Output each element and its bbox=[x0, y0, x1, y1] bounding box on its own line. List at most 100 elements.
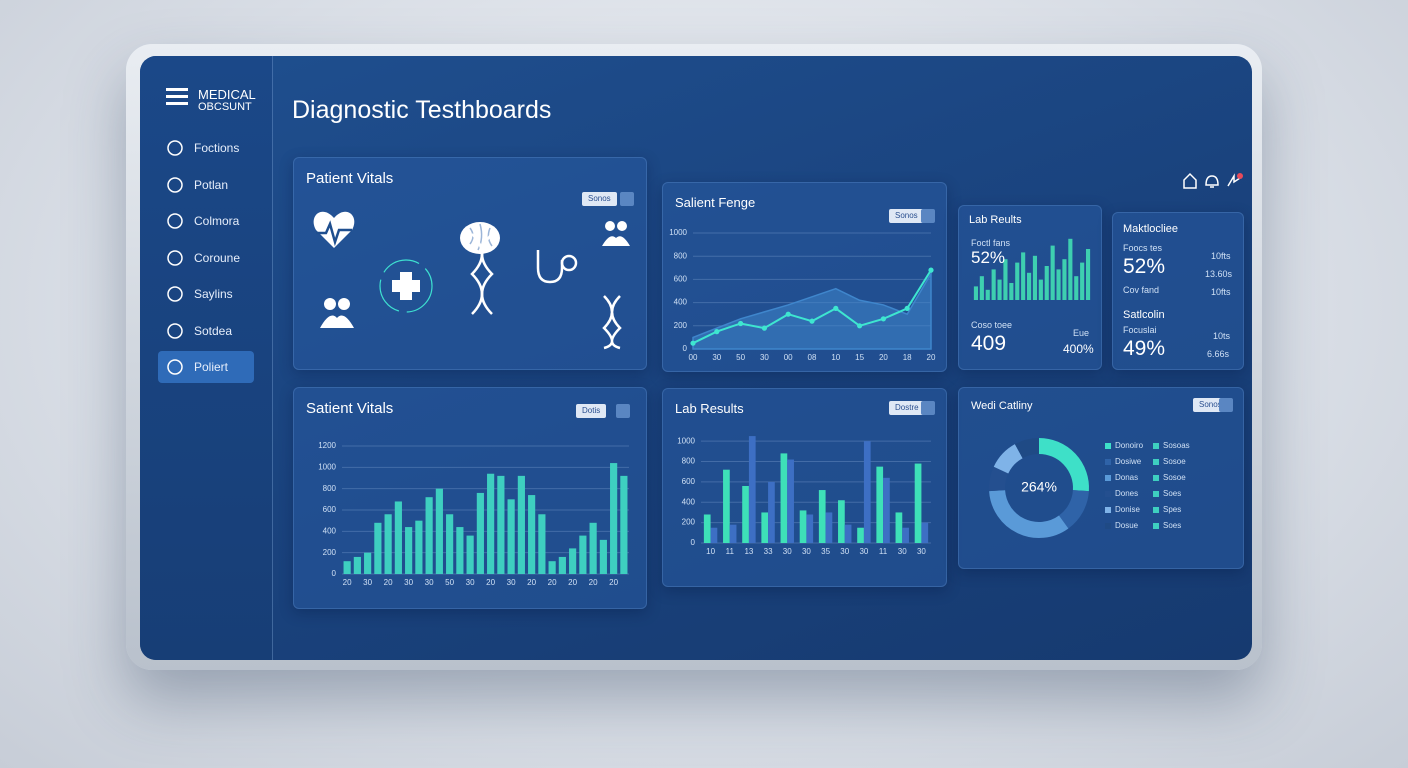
bar bbox=[548, 561, 556, 574]
bar bbox=[589, 522, 597, 574]
stat-value: 409 bbox=[971, 332, 1007, 355]
panel-button[interactable]: Sonos bbox=[582, 192, 617, 206]
bar-panel: Satient Vitals Dotis 0 200 400 600 800 1000 12… bbox=[293, 387, 647, 609]
nav-label: Sotdea bbox=[194, 323, 233, 338]
alert-icon[interactable] bbox=[1227, 173, 1241, 187]
bar bbox=[825, 512, 833, 543]
panel-button[interactable]: Dotis bbox=[576, 404, 607, 418]
menu-icon[interactable] bbox=[166, 86, 190, 108]
point bbox=[833, 305, 839, 311]
nav-item[interactable]: Potlan bbox=[158, 169, 254, 201]
cross-ring bbox=[379, 259, 433, 313]
bar bbox=[742, 485, 749, 543]
stethoscope-icon bbox=[536, 250, 564, 284]
x-tick-label: 30 bbox=[802, 547, 811, 556]
add-button[interactable] bbox=[921, 209, 935, 223]
point bbox=[857, 323, 863, 329]
legend-label: Sosoe bbox=[1163, 457, 1186, 466]
bar bbox=[863, 441, 871, 543]
legend-label: Sosoe bbox=[1163, 473, 1186, 482]
panel-title: Satient Vitals bbox=[306, 400, 394, 417]
x-tick-label: 20 bbox=[527, 578, 536, 587]
vitals-icons bbox=[313, 211, 630, 350]
x-tick-label: 20 bbox=[609, 578, 618, 587]
bar bbox=[476, 492, 484, 574]
bar bbox=[997, 279, 1002, 300]
x-tick-label: 20 bbox=[384, 578, 393, 587]
x-tick-label: 20 bbox=[568, 578, 577, 587]
screen: MEDICAL OBCSUNT Foctions Potlan Colmora Cor… bbox=[140, 56, 1252, 660]
bar bbox=[415, 520, 423, 574]
donut-segment bbox=[989, 489, 1069, 538]
panel-title: Patient Vitals bbox=[306, 170, 394, 187]
bar bbox=[902, 527, 909, 543]
bar bbox=[1038, 279, 1043, 300]
row-value: 52% bbox=[1123, 255, 1166, 278]
x-tick-label: 30 bbox=[363, 578, 372, 587]
x-tick-label: 20 bbox=[343, 578, 352, 587]
panel-button[interactable]: Dostre bbox=[889, 401, 925, 415]
y-tick-label: 0 bbox=[332, 569, 337, 578]
stat-label: Coso toee bbox=[971, 320, 1013, 330]
donut-segment bbox=[1038, 438, 1089, 492]
bar bbox=[446, 514, 454, 574]
page-title: Diagnostic Testhboards bbox=[292, 96, 552, 124]
bar bbox=[1080, 262, 1085, 300]
nav-item[interactable]: Saylins bbox=[158, 278, 254, 310]
y-tick-label: 1000 bbox=[677, 436, 695, 445]
nav-label: Colmora bbox=[194, 214, 240, 228]
nav-icon bbox=[167, 140, 183, 156]
x-tick-label: 20 bbox=[486, 578, 495, 587]
home-icon[interactable] bbox=[1183, 172, 1197, 189]
add-button[interactable] bbox=[1219, 398, 1233, 412]
row-label: Cov fand bbox=[1123, 285, 1160, 295]
x-tick-label: 11 bbox=[879, 547, 888, 556]
bar bbox=[787, 459, 794, 543]
bar bbox=[914, 463, 922, 543]
add-button[interactable] bbox=[620, 192, 634, 206]
nav-item[interactable]: Coroune bbox=[158, 242, 254, 274]
x-tick-label: 30 bbox=[404, 578, 413, 587]
bar bbox=[487, 473, 495, 574]
bar bbox=[353, 556, 361, 574]
y-tick-label: 400 bbox=[323, 526, 337, 535]
legend-swatch bbox=[1105, 459, 1111, 465]
bar bbox=[985, 289, 990, 300]
nav-item[interactable]: Foctions bbox=[158, 132, 254, 164]
bar bbox=[806, 514, 814, 543]
bar bbox=[844, 524, 852, 543]
bar bbox=[710, 527, 718, 543]
y-tick-label: 600 bbox=[323, 505, 337, 514]
bell-icon[interactable] bbox=[1205, 175, 1219, 188]
bar bbox=[507, 499, 515, 574]
row-side: 10ts bbox=[1213, 331, 1231, 341]
stethoscope-head bbox=[560, 254, 578, 272]
y-tick-label: 200 bbox=[674, 321, 688, 330]
nav-label: Coroune bbox=[194, 250, 241, 265]
nav-icon bbox=[167, 359, 183, 375]
y-tick-label: 600 bbox=[682, 477, 696, 486]
nav-item[interactable]: Colmora bbox=[158, 205, 254, 237]
stat-label: Foctl fans bbox=[971, 238, 1011, 248]
bar bbox=[857, 527, 864, 543]
bar bbox=[768, 481, 775, 543]
dna-strand bbox=[480, 233, 494, 315]
row-label: Focuslai bbox=[1123, 325, 1157, 335]
bar bbox=[528, 495, 536, 574]
legend-swatch bbox=[1153, 459, 1159, 465]
panel-title: Lab Results bbox=[675, 401, 744, 416]
nav-item[interactable]: Poliert bbox=[158, 351, 254, 383]
x-tick-label: 10 bbox=[706, 547, 715, 556]
add-button[interactable] bbox=[616, 404, 630, 418]
y-tick-label: 1000 bbox=[669, 228, 687, 237]
x-tick-label: 10 bbox=[831, 353, 840, 362]
nav-item[interactable]: Sotdea bbox=[158, 315, 254, 347]
donut-segment bbox=[1058, 489, 1089, 529]
bar bbox=[456, 527, 464, 574]
add-button[interactable] bbox=[921, 401, 935, 415]
x-tick-label: 20 bbox=[927, 353, 936, 362]
bar bbox=[1068, 238, 1073, 300]
row-label: Satlcolin bbox=[1123, 309, 1165, 321]
panel-button[interactable]: Sonos bbox=[889, 209, 924, 223]
